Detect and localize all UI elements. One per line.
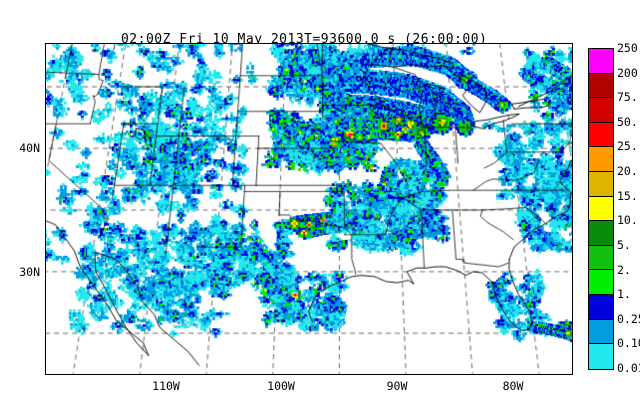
colorbar-band [589,98,613,123]
colorbar-tick-10: 1. [617,287,631,302]
colorbar-band [589,221,613,246]
colorbar-tick-4: 25. [617,139,638,154]
colorbar-tick-1: 200. [617,65,640,80]
colorbar-tick-3: 50. [617,114,638,129]
map-plot-area [45,43,573,375]
colorbar [588,48,614,370]
colorbar-band [589,245,613,271]
y-axis-tick-30n: 30N [19,265,40,279]
colorbar-band [589,49,613,74]
precipitation-map-canvas [46,44,572,374]
colorbar-tick-2: 75. [617,90,638,105]
colorbar-tick-8: 5. [617,237,631,252]
colorbar-tick-5: 20. [617,164,638,179]
colorbar-tick-0: 250. [617,41,640,55]
colorbar-band [589,73,613,99]
colorbar-band [589,319,613,345]
x-axis-tick-100w: 100W [267,379,295,393]
colorbar-band [589,172,613,197]
colorbar-tick-6: 15. [617,188,638,203]
colorbar-band [589,295,613,320]
colorbar-band [589,147,613,173]
x-axis-tick-90w: 90W [386,379,408,393]
x-axis-tick-80w: 80W [502,379,524,393]
colorbar-band [589,270,613,296]
colorbar-band [589,344,613,369]
colorbar-tick-9: 2. [617,262,631,277]
y-axis-tick-40n: 40N [19,141,40,155]
colorbar-tick-7: 10. [617,213,638,228]
colorbar-band [589,122,613,148]
colorbar-tick-11: 0.25 [617,311,640,326]
colorbar-tick-12: 0.10 [617,336,640,351]
colorbar-band [589,196,613,222]
colorbar-tick-13: 0.01 [617,361,640,375]
x-axis-tick-110w: 110W [152,379,180,393]
